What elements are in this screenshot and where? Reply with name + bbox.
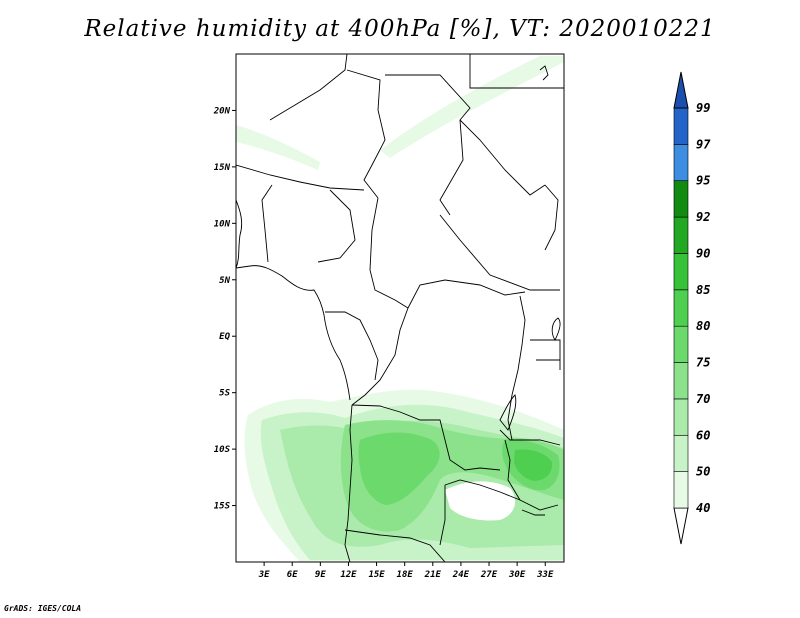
colorbar-segment — [673, 144, 689, 182]
colorbar-segment — [673, 398, 689, 436]
colorbar-label: 97 — [696, 137, 711, 151]
colorbar-label: 92 — [696, 210, 710, 224]
humidity-area-core — [358, 432, 440, 505]
colorbar-label: 90 — [696, 246, 710, 260]
colorbar-label: 85 — [696, 283, 710, 297]
lon-tick-label: 9E — [315, 570, 326, 580]
colorbar-top-arrow — [673, 71, 689, 109]
colorbar-segment — [673, 253, 689, 291]
longitude-axis: 3E 6E 9E 12E 15E 18E 21E 24E 27E 30E 33E — [258, 562, 554, 580]
colorbar-label: 99 — [696, 101, 710, 115]
latitude-axis: 20N 15N 10N 5N EQ 5S 10S 15S — [213, 106, 236, 512]
humidity-shading — [236, 56, 564, 562]
colorbar: 40 50 60 70 75 80 85 90 92 95 97 99 — [673, 71, 711, 545]
humidity-area-east-core — [514, 449, 553, 481]
lat-tick-label: 15S — [214, 502, 231, 512]
credit-label: GrADS: IGES/COLA — [4, 604, 82, 613]
colorbar-label: 80 — [696, 319, 710, 333]
lat-tick-label: 5S — [219, 389, 230, 399]
colorbar-label: 60 — [696, 428, 710, 442]
lon-tick-label: 33E — [536, 570, 554, 580]
lon-tick-label: 6E — [287, 570, 298, 580]
lon-tick-label: 24E — [452, 570, 470, 580]
map-title: Relative humidity at 400hPa [%], VT: 202… — [84, 16, 716, 42]
lat-tick-label: 20N — [213, 106, 231, 116]
colorbar-segment — [673, 325, 689, 363]
colorbar-segment — [673, 434, 689, 472]
country-boundaries — [236, 54, 564, 562]
colorbar-segment — [673, 289, 689, 327]
lat-tick-label: EQ — [219, 332, 230, 342]
lat-tick-label: 10S — [214, 445, 231, 455]
colorbar-segment — [673, 180, 689, 218]
lat-tick-label: 15N — [214, 163, 231, 173]
colorbar-segment — [673, 216, 689, 254]
colorbar-label: 50 — [696, 465, 710, 479]
colorbar-label: 95 — [696, 174, 710, 188]
lat-tick-label: 5N — [219, 276, 230, 286]
lon-tick-label: 3E — [258, 570, 270, 580]
humidity-band-northeast — [380, 56, 564, 158]
colorbar-label: 40 — [696, 501, 710, 515]
lon-tick-label: 12E — [340, 570, 357, 580]
lat-tick-label: 10N — [214, 219, 231, 229]
colorbar-segment — [673, 362, 689, 400]
humidity-band-northwest — [236, 125, 320, 170]
colorbar-label: 70 — [696, 392, 710, 406]
colorbar-segment — [673, 107, 689, 145]
lon-tick-label: 15E — [368, 570, 385, 580]
colorbar-bottom-arrow — [673, 507, 689, 545]
map-frame — [235, 53, 565, 563]
colorbar-segment — [673, 471, 689, 509]
lon-tick-label: 30E — [508, 570, 526, 580]
lon-tick-label: 21E — [424, 570, 442, 580]
lon-tick-label: 27E — [480, 570, 498, 580]
lon-tick-label: 18E — [397, 570, 414, 580]
colorbar-label: 75 — [696, 356, 710, 370]
